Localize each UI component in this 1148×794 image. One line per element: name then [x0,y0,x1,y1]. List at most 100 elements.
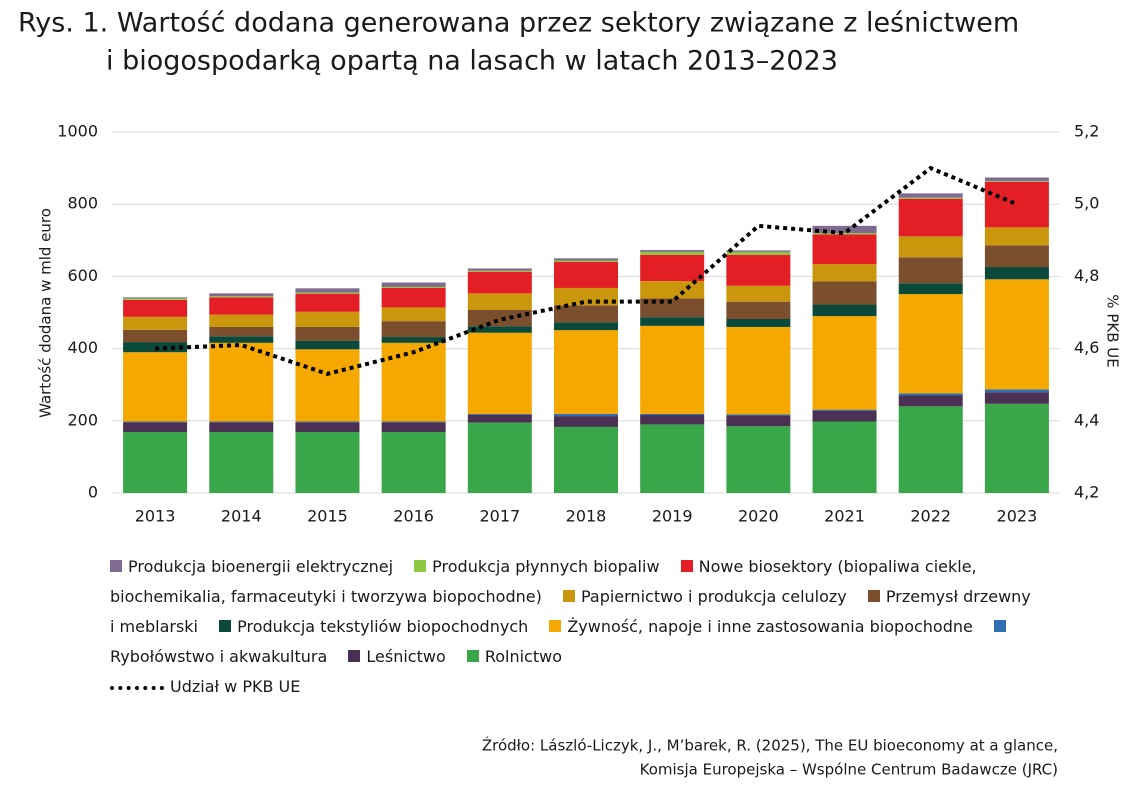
bar-segment [295,340,360,350]
bar-segment [984,389,1049,393]
legend-label: Produkcja płynnych biopaliw [432,557,660,576]
legend-item: Udział w PKB UE [110,672,1024,702]
legend: Produkcja bioenergii elektrycznej Produk… [110,552,1040,702]
legend-swatch [219,620,232,632]
legend-item: Produkcja bioenergii elektrycznej [110,557,393,576]
bar-segment [123,352,188,422]
bar-segment [295,326,360,341]
bar-segment [381,282,446,287]
bar-segment [726,251,791,255]
y2-tick-label: 4,2 [1074,483,1099,502]
bar-segment [984,279,1049,390]
legend-label: Rolnictwo [484,647,562,666]
y2-tick-label: 5,2 [1074,122,1099,141]
legend-label: Papiernictwo i produkcja celulozy [580,587,847,606]
bar-segment [295,293,360,312]
bar-segment [898,406,963,493]
legend-item: Nowe biosektory (biopaliwa ciekle, bioch… [110,557,977,606]
bar-segment [726,285,791,302]
legend-label: Produkcja tekstyliów biopochodnych [237,617,529,636]
bar-segment [467,326,532,333]
bar-segment [984,392,1049,404]
legend-item: Papiernictwo i produkcja celulozy [562,587,847,606]
bar-segment [209,422,274,432]
x-tick-label: 2016 [393,507,434,526]
bar-segment [467,268,532,271]
bar-segment [554,258,618,261]
legend-item: Rybołówstwo i akwakultura [110,617,1012,666]
x-tick-label: 2015 [307,507,348,526]
bar-segment [984,181,1049,228]
legend-swatch [993,620,1006,632]
bar-segment [898,197,963,199]
bar-segment [295,421,360,423]
y2-axis-label: % PKB UE [1104,294,1122,367]
bar-segment [984,181,1049,182]
bar-segment [123,298,188,300]
bar-segment [209,336,274,343]
bar-segment [209,314,274,327]
bar-segment [554,261,618,288]
y2-tick-label: 4,8 [1074,266,1099,285]
bar-segment [554,322,618,331]
legend-swatch [680,560,693,572]
bar-segment [726,414,791,416]
bar-segment [726,250,791,252]
bar-segment [554,330,618,414]
bar-segment [640,298,705,318]
bar-segment [726,415,791,427]
bar-segment [898,294,963,394]
legend-item: Leśnictwo [348,647,446,666]
legend-swatch [348,650,361,662]
legend-swatch [110,560,122,572]
bar-segment [295,431,360,493]
bar-segment [467,309,532,327]
bar-segment [726,301,791,319]
legend-item: Żywność, napoje i inne zastosowania biop… [549,617,973,636]
bar-segment [554,426,618,493]
bar-segment [381,422,446,432]
legend-swatch [562,590,575,602]
bar-segment [381,307,446,322]
bar-segment [812,233,877,235]
x-tick-label: 2020 [738,507,779,526]
y2-tick-label: 4,4 [1074,410,1099,429]
bar-segment [726,254,791,286]
bar-segment [381,342,446,422]
bar-segment [123,299,188,317]
bar-segment [467,413,532,415]
source: Źródło: László-Liczyk, J., M’barek, R. (… [482,736,1058,755]
bar-segment [381,337,446,343]
bar-segment [898,198,963,237]
bar-segment [467,271,532,294]
legend-label: Leśnictwo [366,647,446,666]
bar-segment [209,293,274,297]
bar-segment [726,426,791,493]
bar-segment [295,349,360,422]
x-tick-label: 2022 [910,507,951,526]
bar-segment [640,317,705,326]
y2-tick-label: 4,6 [1074,338,1099,357]
y2-tick-label: 5,0 [1074,194,1099,213]
y-tick-label: 0 [88,483,98,502]
bar-segment [898,193,963,198]
bar-segment [812,304,877,317]
bar-segment [554,416,618,427]
bar-segment [726,326,791,415]
bar-segment [123,422,188,432]
bar-segment [726,318,791,327]
legend-label: Przemysł drzewny i meblarski [110,587,1031,636]
bar-segment [209,296,274,298]
bar-segment [209,297,274,315]
bar-segment [209,431,274,493]
bar-segment [554,287,618,306]
bar-segment [467,293,532,310]
bar-segment [381,421,446,423]
y-tick-label: 1000 [57,122,98,141]
chart-title: Rys. 1. Wartość dodana generowana przez … [18,8,1019,39]
bar-segment [984,403,1049,493]
bar-segment [467,422,532,493]
bar-segment [467,414,532,423]
